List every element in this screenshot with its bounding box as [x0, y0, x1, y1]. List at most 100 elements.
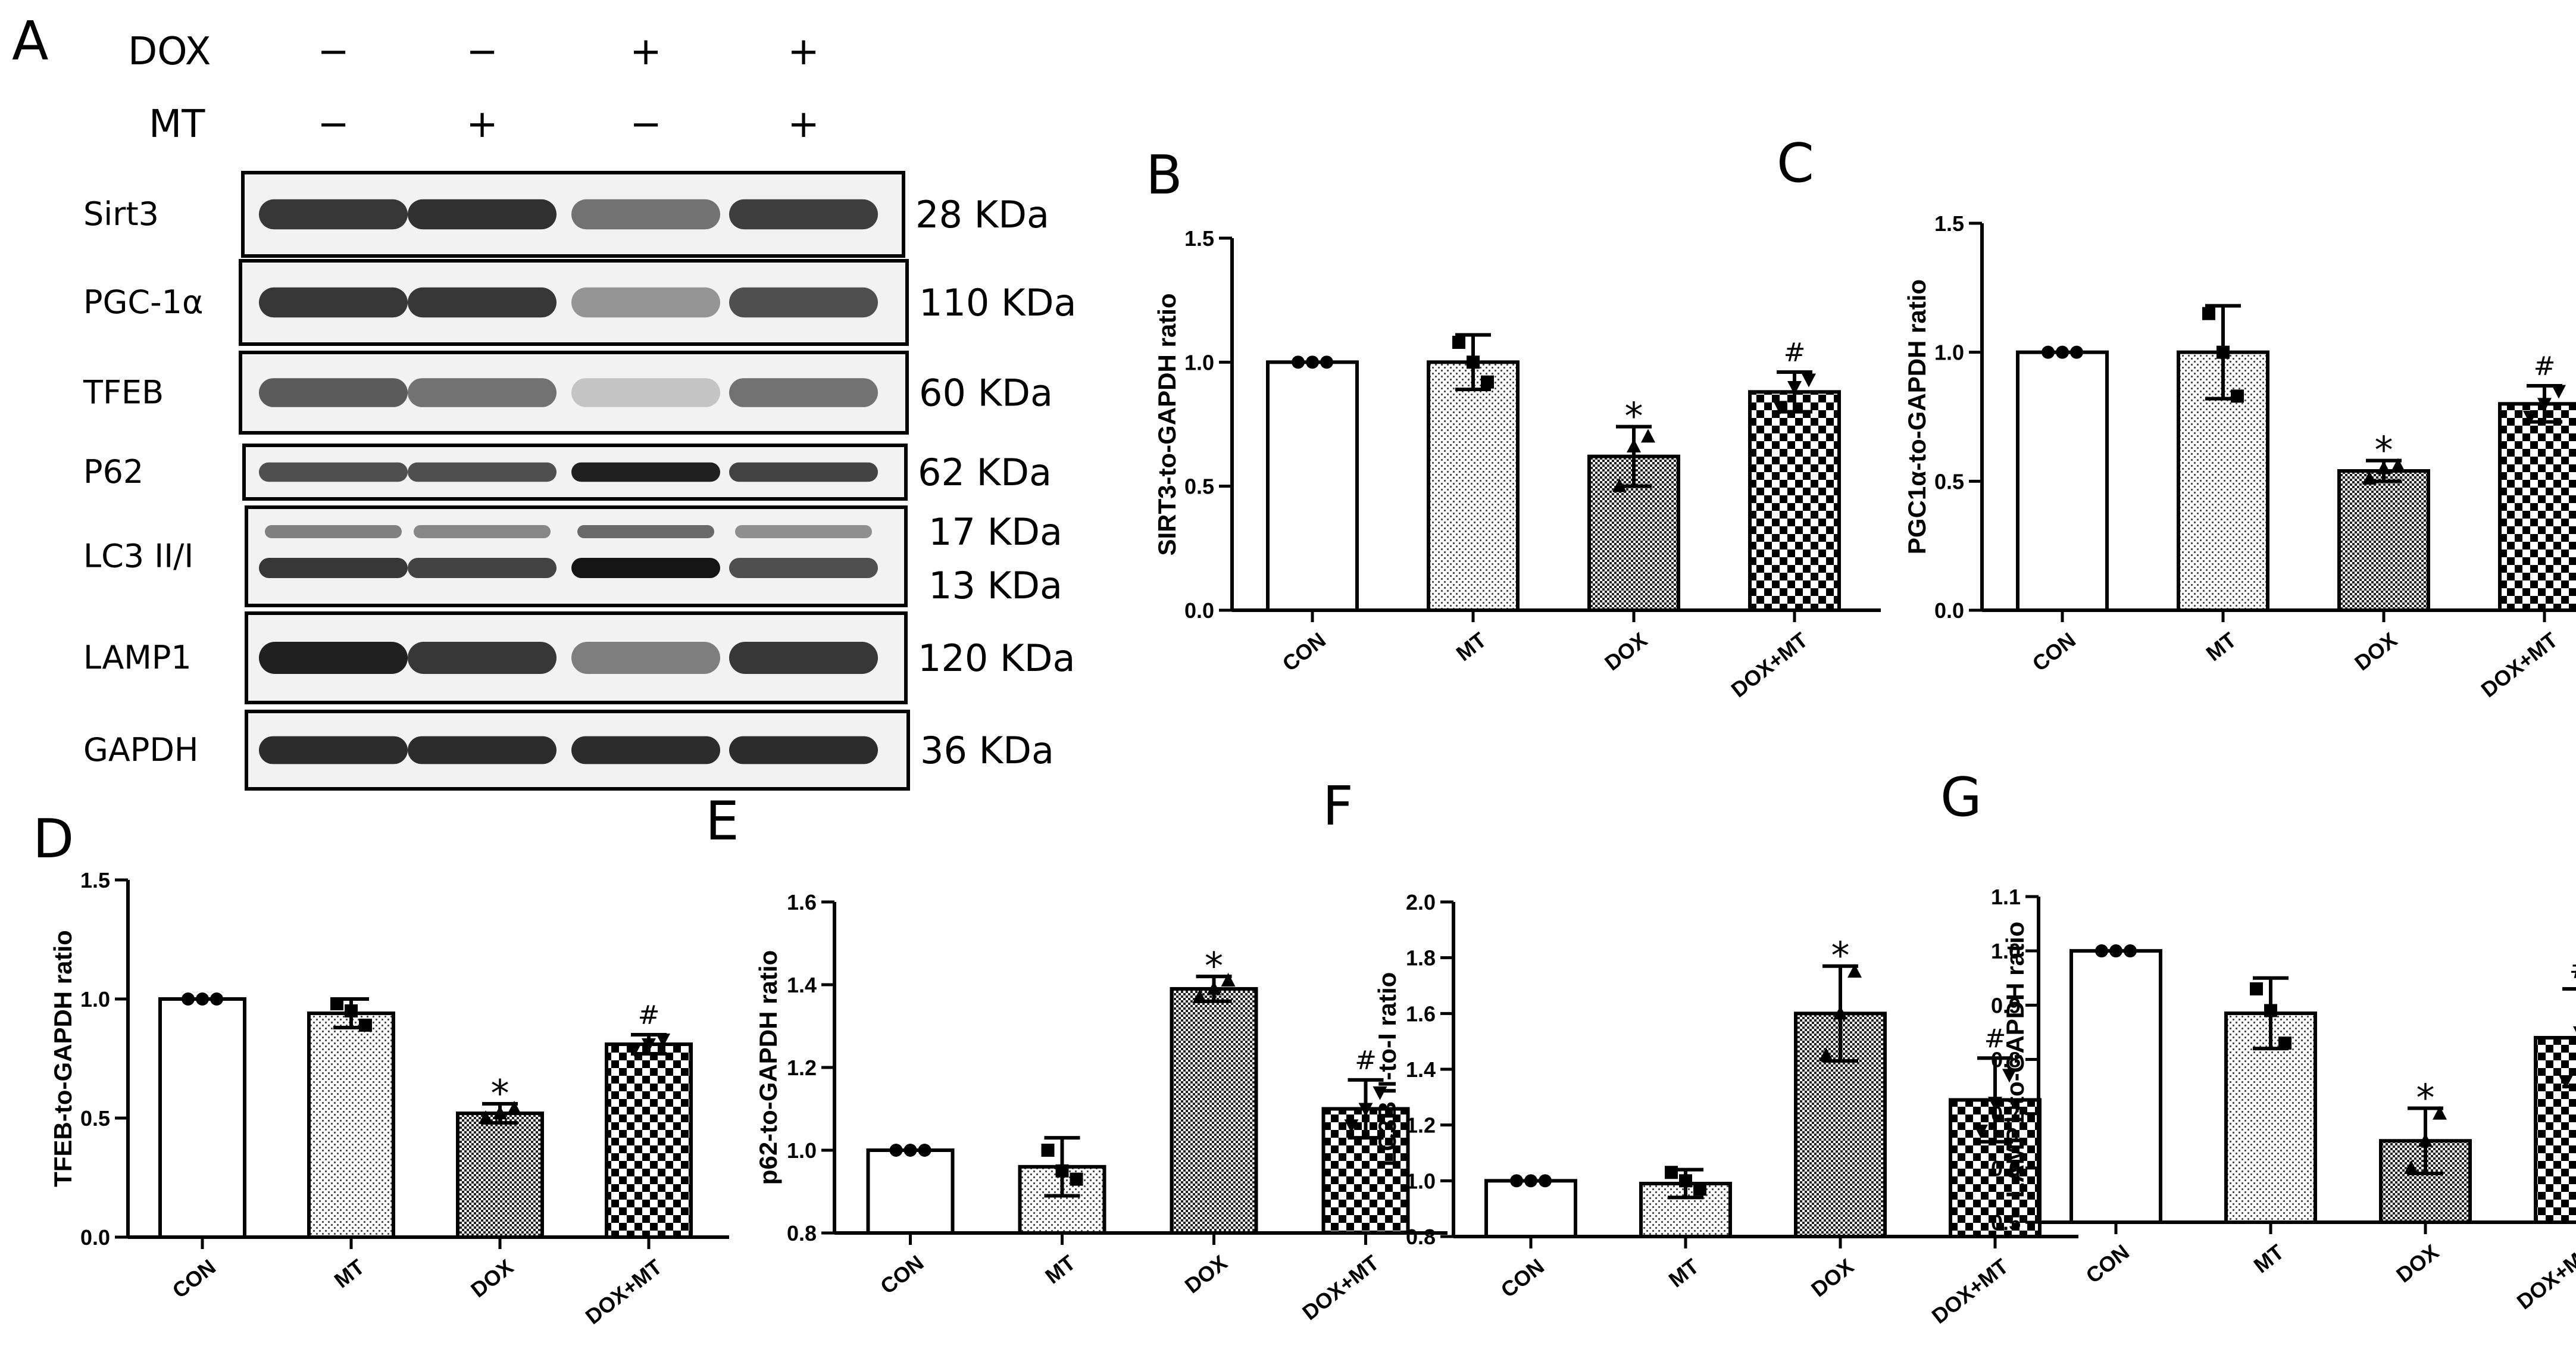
band: [259, 558, 408, 578]
band: [571, 736, 720, 764]
significance-mark: #: [1984, 1023, 2006, 1054]
bar: [866, 1148, 955, 1235]
treatment-label: MT: [149, 102, 205, 146]
blot-sirt3: Sirt3 28 KDa: [83, 171, 1049, 258]
band: [259, 287, 408, 318]
y-tick-label: 0.5: [1184, 474, 1214, 499]
data-point: [1510, 1174, 1523, 1188]
blot-label: LAMP1: [83, 639, 192, 676]
data-point: [1192, 989, 1207, 1003]
significance-mark: *: [491, 1072, 509, 1115]
data-point: [1221, 973, 1236, 987]
y-tick-label: 1.5: [1184, 226, 1214, 251]
x-tick-label: DOX+MT: [1727, 628, 1812, 702]
y-axis-label: PGC1α-to-GAPDH ratio: [1903, 279, 1931, 554]
y-tick-label: 1.6: [787, 890, 817, 914]
data-point: [642, 1038, 656, 1052]
data-point: [2002, 1069, 2017, 1083]
band: [571, 642, 720, 674]
panel-letter: A: [12, 10, 49, 73]
x-tick-label: DOX: [466, 1254, 518, 1302]
kda-label: 28 KDa: [915, 193, 1049, 236]
data-point: [1612, 478, 1627, 492]
data-point: [918, 1144, 931, 1157]
bar: [1427, 360, 1520, 612]
data-point: [1481, 375, 1494, 389]
chart-d: D 0.0 0.5 1.0 1.5 TFEB-to-GAPDH ratio CON MT * DO…: [33, 808, 729, 1329]
data-point: [1206, 981, 1221, 995]
bar: [1266, 360, 1359, 612]
y-tick-label: 0.0: [1934, 598, 1964, 623]
kda-label: 110 KDa: [919, 281, 1076, 324]
data-point: [2109, 944, 2122, 958]
y-tick-label: 1.0: [1991, 939, 2021, 963]
treatment-sign: +: [466, 102, 498, 146]
panel-letter: F: [1323, 775, 1353, 838]
data-point: [1373, 1086, 1387, 1100]
band: [259, 642, 408, 674]
y-axis-label: p62-to-GAPDH ratio: [754, 950, 782, 1185]
treatment-label: DOX: [128, 30, 211, 74]
band: [571, 287, 720, 318]
band: [408, 287, 557, 318]
data-point: [196, 992, 209, 1006]
data-point: [330, 997, 343, 1010]
data-point: [1773, 401, 1787, 415]
band: [571, 558, 720, 578]
blot-label: LC3 II/I: [83, 538, 193, 575]
x-tick-label: MT: [1040, 1250, 1080, 1288]
chart-e: E 0.8 1.0 1.2 1.4 1.6 p62-to-GAPDH ratio CON MT *…: [705, 790, 1448, 1325]
band: [259, 378, 408, 407]
y-tick-label: 1.0: [1934, 341, 1964, 365]
kda-label: 60 KDa: [919, 372, 1053, 415]
chart-c: C 0.0 0.5 1.0 1.5 PGC1α-to-GAPDH ratio CON MT * D…: [1777, 132, 2576, 702]
x-tick-label: DOX+MT: [2512, 1240, 2576, 1314]
data-point: [2377, 460, 2391, 474]
bar: [2069, 949, 2162, 1224]
data-point: [2278, 1037, 2291, 1050]
y-tick-label: 1.0: [80, 987, 110, 1012]
western-blot-panel: A DOX − − + + MT − + − + Sirt3 28 KDa PGC-1α 110 KDa TF…: [12, 10, 1076, 791]
band: [571, 199, 720, 230]
bar: [1748, 390, 1841, 612]
blot-label: Sirt3: [83, 195, 159, 233]
treatment-sign: −: [630, 102, 662, 146]
x-tick-label: MT: [2202, 628, 2241, 666]
x-tick-label: DOX+MT: [2477, 628, 2562, 702]
band: [729, 199, 878, 230]
data-point: [2264, 1004, 2277, 1017]
data-point: [1988, 1097, 2002, 1111]
data-point: [2095, 944, 2108, 958]
data-point: [1452, 336, 1465, 349]
data-point: [2056, 345, 2069, 359]
y-axis-label: LAMP1-to-GAPDH ratio: [2001, 922, 2029, 1198]
band: [414, 525, 551, 538]
y-tick-label: 1.2: [1406, 1113, 1436, 1138]
blot-label: GAPDH: [83, 731, 199, 769]
significance-mark: #: [2569, 954, 2576, 985]
data-point: [507, 1101, 521, 1115]
treatment-sign: −: [317, 30, 349, 74]
y-tick-label: 0.0: [80, 1225, 110, 1250]
blot-label: TFEB: [83, 374, 164, 411]
data-point: [1693, 1182, 1706, 1196]
x-tick-label: DOX: [1180, 1250, 1232, 1298]
x-tick-label: MT: [1452, 628, 1491, 666]
kda-label: 17 KDa: [929, 510, 1062, 554]
data-point: [2202, 307, 2215, 320]
band: [408, 736, 557, 764]
data-point: [1467, 355, 1480, 369]
data-point: [1070, 1172, 1083, 1186]
x-tick-label: DOX+MT: [1298, 1250, 1383, 1325]
x-tick-label: CON: [1496, 1254, 1549, 1303]
data-point: [1819, 1047, 1833, 1062]
data-point: [1306, 355, 1319, 369]
y-axis-label: LC3B II-to-I ratio: [1373, 972, 1401, 1167]
band: [577, 525, 714, 538]
y-tick-label: 1.1: [1991, 885, 2021, 909]
y-tick-label: 1.4: [1406, 1057, 1436, 1082]
bar: [2534, 1036, 2576, 1224]
significance-mark: *: [2375, 429, 2393, 472]
band: [729, 378, 878, 407]
significance-mark: *: [2416, 1076, 2435, 1120]
